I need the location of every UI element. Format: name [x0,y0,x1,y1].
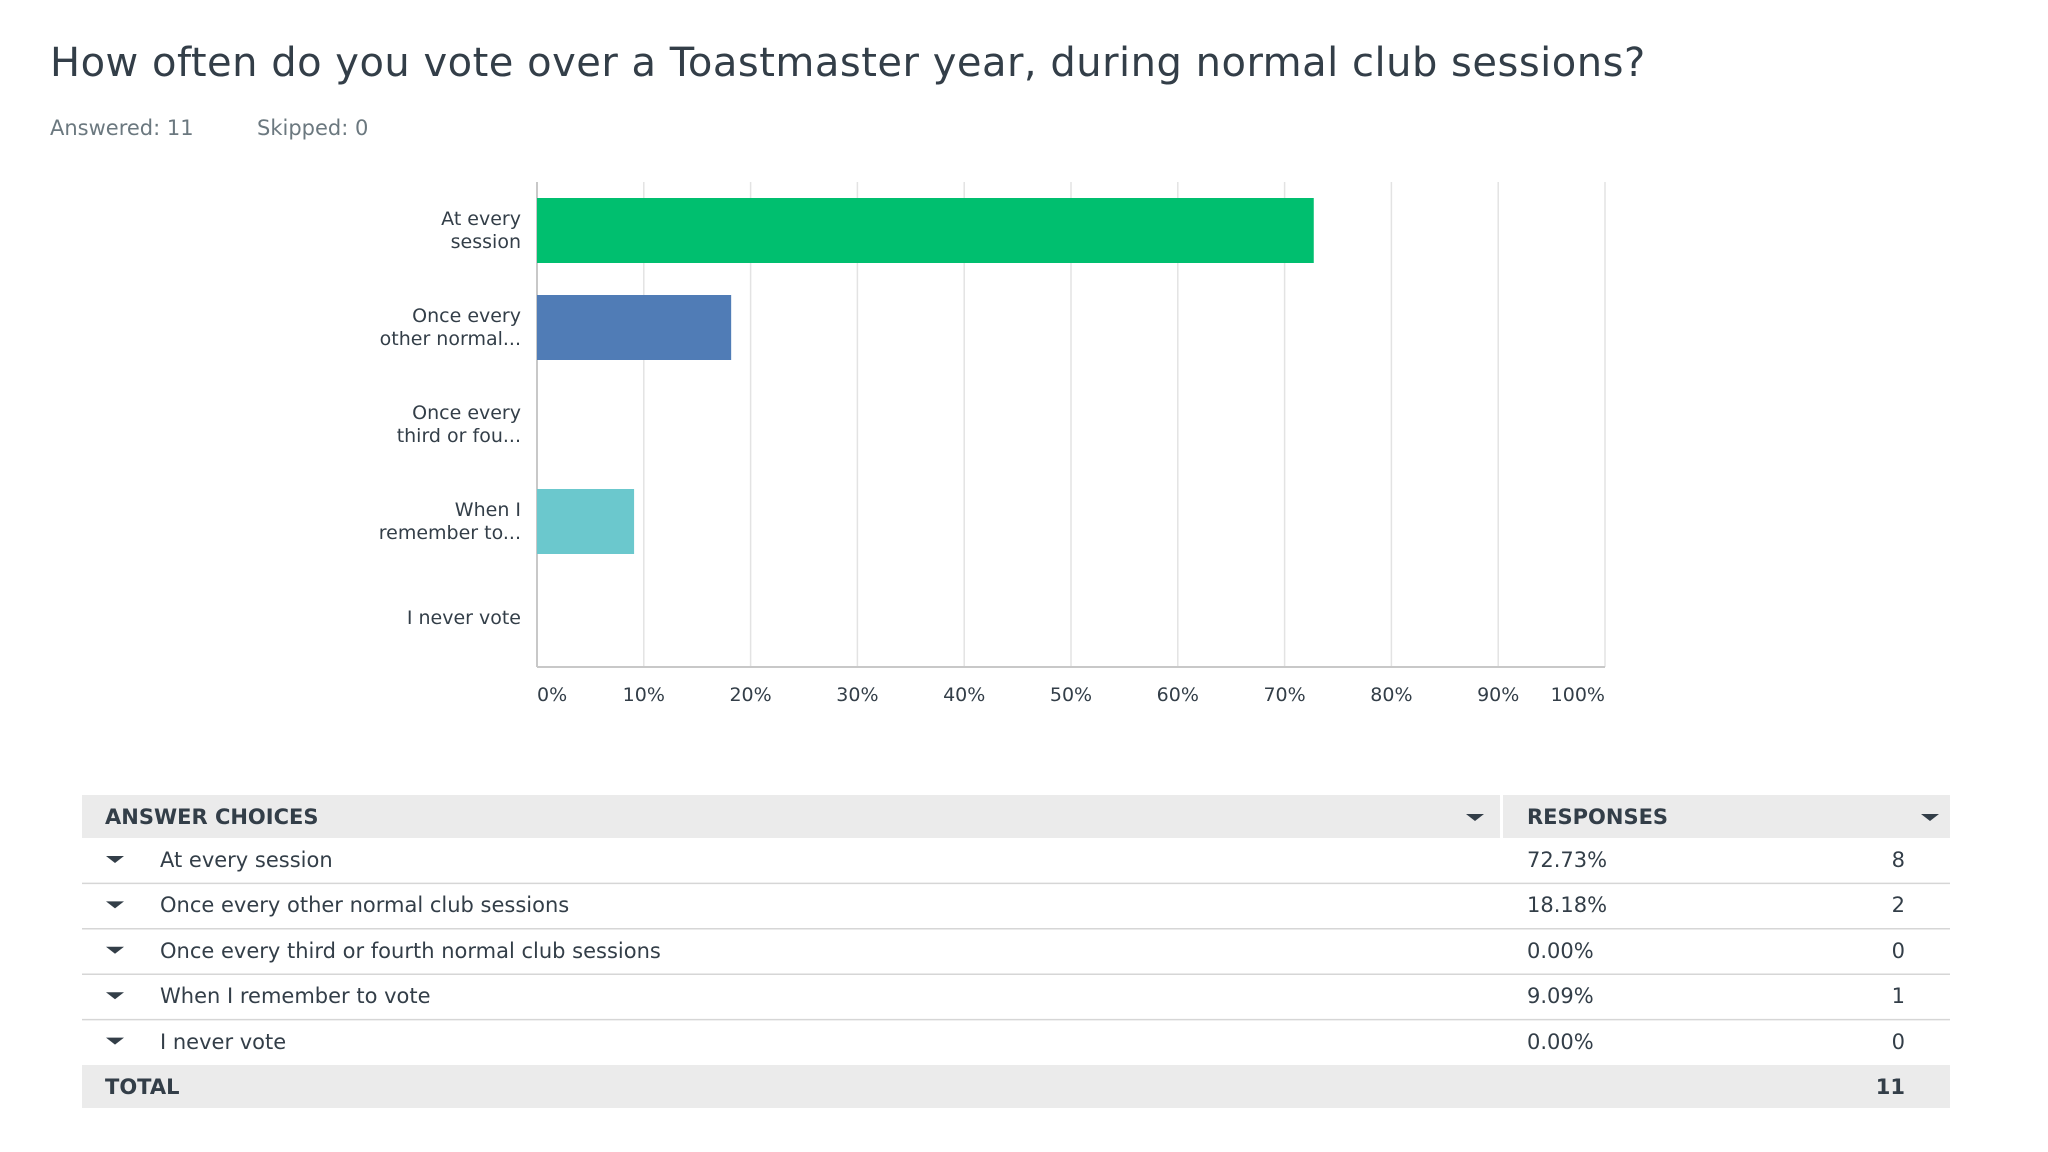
expand-arrow [106,946,124,954]
expand-arrow [106,856,124,863]
answer-choice: When I remember to vote [160,984,431,1009]
y-tick-label: When I remember to... [378,498,521,544]
x-tick-label: 90% [1477,684,1520,706]
response-count: 8 [1891,848,1905,872]
x-tick-label: 50% [1049,684,1093,706]
x-tick-label: 100% [1550,684,1605,706]
answer-choice: I never vote [160,1029,287,1054]
response-percent: 0.00% [1527,938,1594,963]
expand-arrow [106,1037,124,1045]
table-header-bg [1503,795,1950,838]
response-percent: 9.09% [1527,984,1594,1009]
response-percent: 18.18% [1527,893,1608,918]
total-count: 11 [1875,1075,1905,1099]
column-header[interactable]: ANSWER CHOICES [105,805,319,829]
bar [537,489,635,554]
skipped-count: Skipped: 0 [257,116,369,140]
response-count: 1 [1891,984,1905,1009]
y-tick-label: Once every third or fou... [396,401,521,447]
question-title: How often do you vote over a Toastmaster… [50,40,1646,86]
x-tick-label: 30% [836,684,879,706]
x-tick-label: 0% [537,684,568,706]
sort-arrow [1921,814,1939,821]
y-tick-label: At every session [441,207,521,253]
x-tick-label: 10% [622,684,665,706]
expand-arrow [106,901,124,909]
answer-choice: Once every other normal club sessions [160,893,570,918]
x-tick-label: 40% [943,684,986,706]
response-count: 2 [1891,893,1905,918]
table-total-bg [82,1065,1950,1108]
response-percent: 72.73% [1527,848,1608,872]
expand-arrow [106,992,124,1000]
x-tick-label: 70% [1263,684,1306,706]
y-tick-label: Once every other normal... [379,304,521,350]
sort-arrow [1466,814,1484,821]
answer-choice: At every session [160,848,333,872]
response-count: 0 [1891,938,1905,963]
x-tick-label: 20% [729,684,772,706]
answered-count: Answered: 11 [50,116,194,140]
x-tick-label: 60% [1156,684,1199,706]
response-percent: 0.00% [1527,1029,1594,1054]
column-header[interactable]: RESPONSES [1527,805,1669,829]
bar [537,295,732,360]
answer-choice: Once every third or fourth normal club s… [160,938,661,963]
response-count: 0 [1891,1029,1905,1054]
x-tick-label: 80% [1370,684,1413,706]
total-label: TOTAL [105,1075,180,1099]
bar [537,198,1314,263]
y-tick-label: I never vote [406,607,521,629]
table-header-bg [82,795,1500,838]
